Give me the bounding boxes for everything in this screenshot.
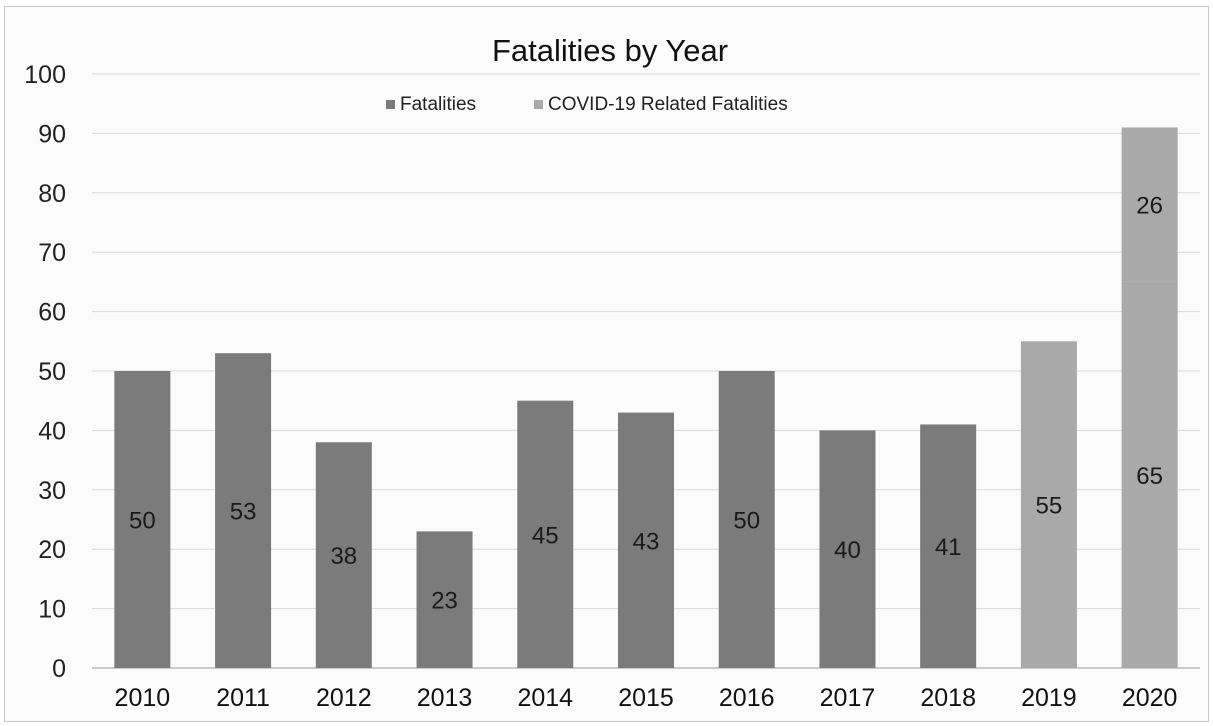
- data-label-2019-seg1: 55: [1036, 493, 1063, 520]
- x-tick-label: 2013: [417, 684, 473, 712]
- data-label-2015: 43: [633, 528, 660, 555]
- y-tick-label: 10: [38, 596, 66, 624]
- y-tick-label: 100: [24, 61, 66, 89]
- x-tick-label: 2017: [820, 684, 876, 712]
- y-tick-label: 0: [52, 655, 66, 683]
- x-tick-label: 2014: [517, 684, 573, 712]
- data-label-2013: 23: [431, 588, 458, 615]
- x-tick-label: 2012: [316, 684, 372, 712]
- x-axis-tick-labels: 2010 2011 2012 2013 2014 2015 2016 2017 2018 2019…: [115, 684, 1178, 712]
- bar-2016: [718, 371, 775, 668]
- data-labels: 50 53 38 23 45 43 50 40 41 55 65 26: [129, 193, 1163, 615]
- gridlines: [92, 73, 1200, 669]
- data-label-2012: 38: [330, 543, 357, 570]
- bar-2020-seg1: [1121, 281, 1178, 668]
- y-tick-label: 60: [38, 299, 66, 327]
- x-tick-label: 2016: [719, 684, 775, 712]
- bar-2018: [920, 424, 977, 668]
- data-label-2018: 41: [935, 534, 962, 561]
- x-tick-label: 2019: [1021, 684, 1077, 712]
- bar-2020-seg2: [1121, 127, 1178, 282]
- bar-2010: [114, 371, 171, 668]
- legend-entry: Fatalities: [400, 94, 476, 115]
- data-label-2014: 45: [532, 522, 559, 549]
- data-label-2020-seg1: 65: [1136, 463, 1163, 490]
- y-tick-label: 80: [38, 180, 66, 208]
- y-axis-tick-labels: 0 10 20 30 40 50 60 70 80 90 100: [24, 61, 66, 683]
- x-tick-label: 2018: [920, 684, 976, 712]
- x-tick-label: 2011: [216, 684, 270, 712]
- y-tick-label: 40: [38, 417, 66, 445]
- bar-2014: [517, 400, 574, 668]
- data-label-2011: 53: [230, 499, 257, 526]
- legend-swatch: [534, 100, 543, 109]
- bar-2013: [416, 531, 473, 668]
- legend-entry: COVID-19 Related Fatalities: [548, 94, 788, 115]
- bar-2011: [215, 353, 272, 668]
- chart-frame: [4, 6, 1209, 722]
- legend: Fatalities COVID-19 Related Fatalities: [386, 94, 788, 115]
- x-tick-label: 2015: [618, 684, 674, 712]
- bar-2012: [315, 442, 372, 668]
- y-tick-label: 90: [38, 120, 66, 148]
- data-label-2017: 40: [834, 537, 861, 564]
- y-tick-label: 70: [38, 239, 66, 267]
- data-label-2020-seg2: 26: [1136, 193, 1163, 220]
- y-tick-label: 50: [38, 358, 66, 386]
- bars: [114, 127, 1178, 668]
- bar-2019-seg1: [1020, 341, 1077, 668]
- bar-2017: [819, 430, 876, 668]
- y-tick-label: 20: [38, 536, 66, 564]
- x-tick-label: 2020: [1122, 684, 1178, 712]
- data-label-2016: 50: [733, 508, 760, 535]
- data-label-2010: 50: [129, 508, 156, 535]
- y-tick-label: 30: [38, 477, 66, 505]
- legend-swatch: [386, 100, 395, 109]
- x-tick-label: 2010: [115, 684, 171, 712]
- chart-title: Fatalities by Year: [492, 33, 728, 68]
- bar-2015: [618, 412, 674, 668]
